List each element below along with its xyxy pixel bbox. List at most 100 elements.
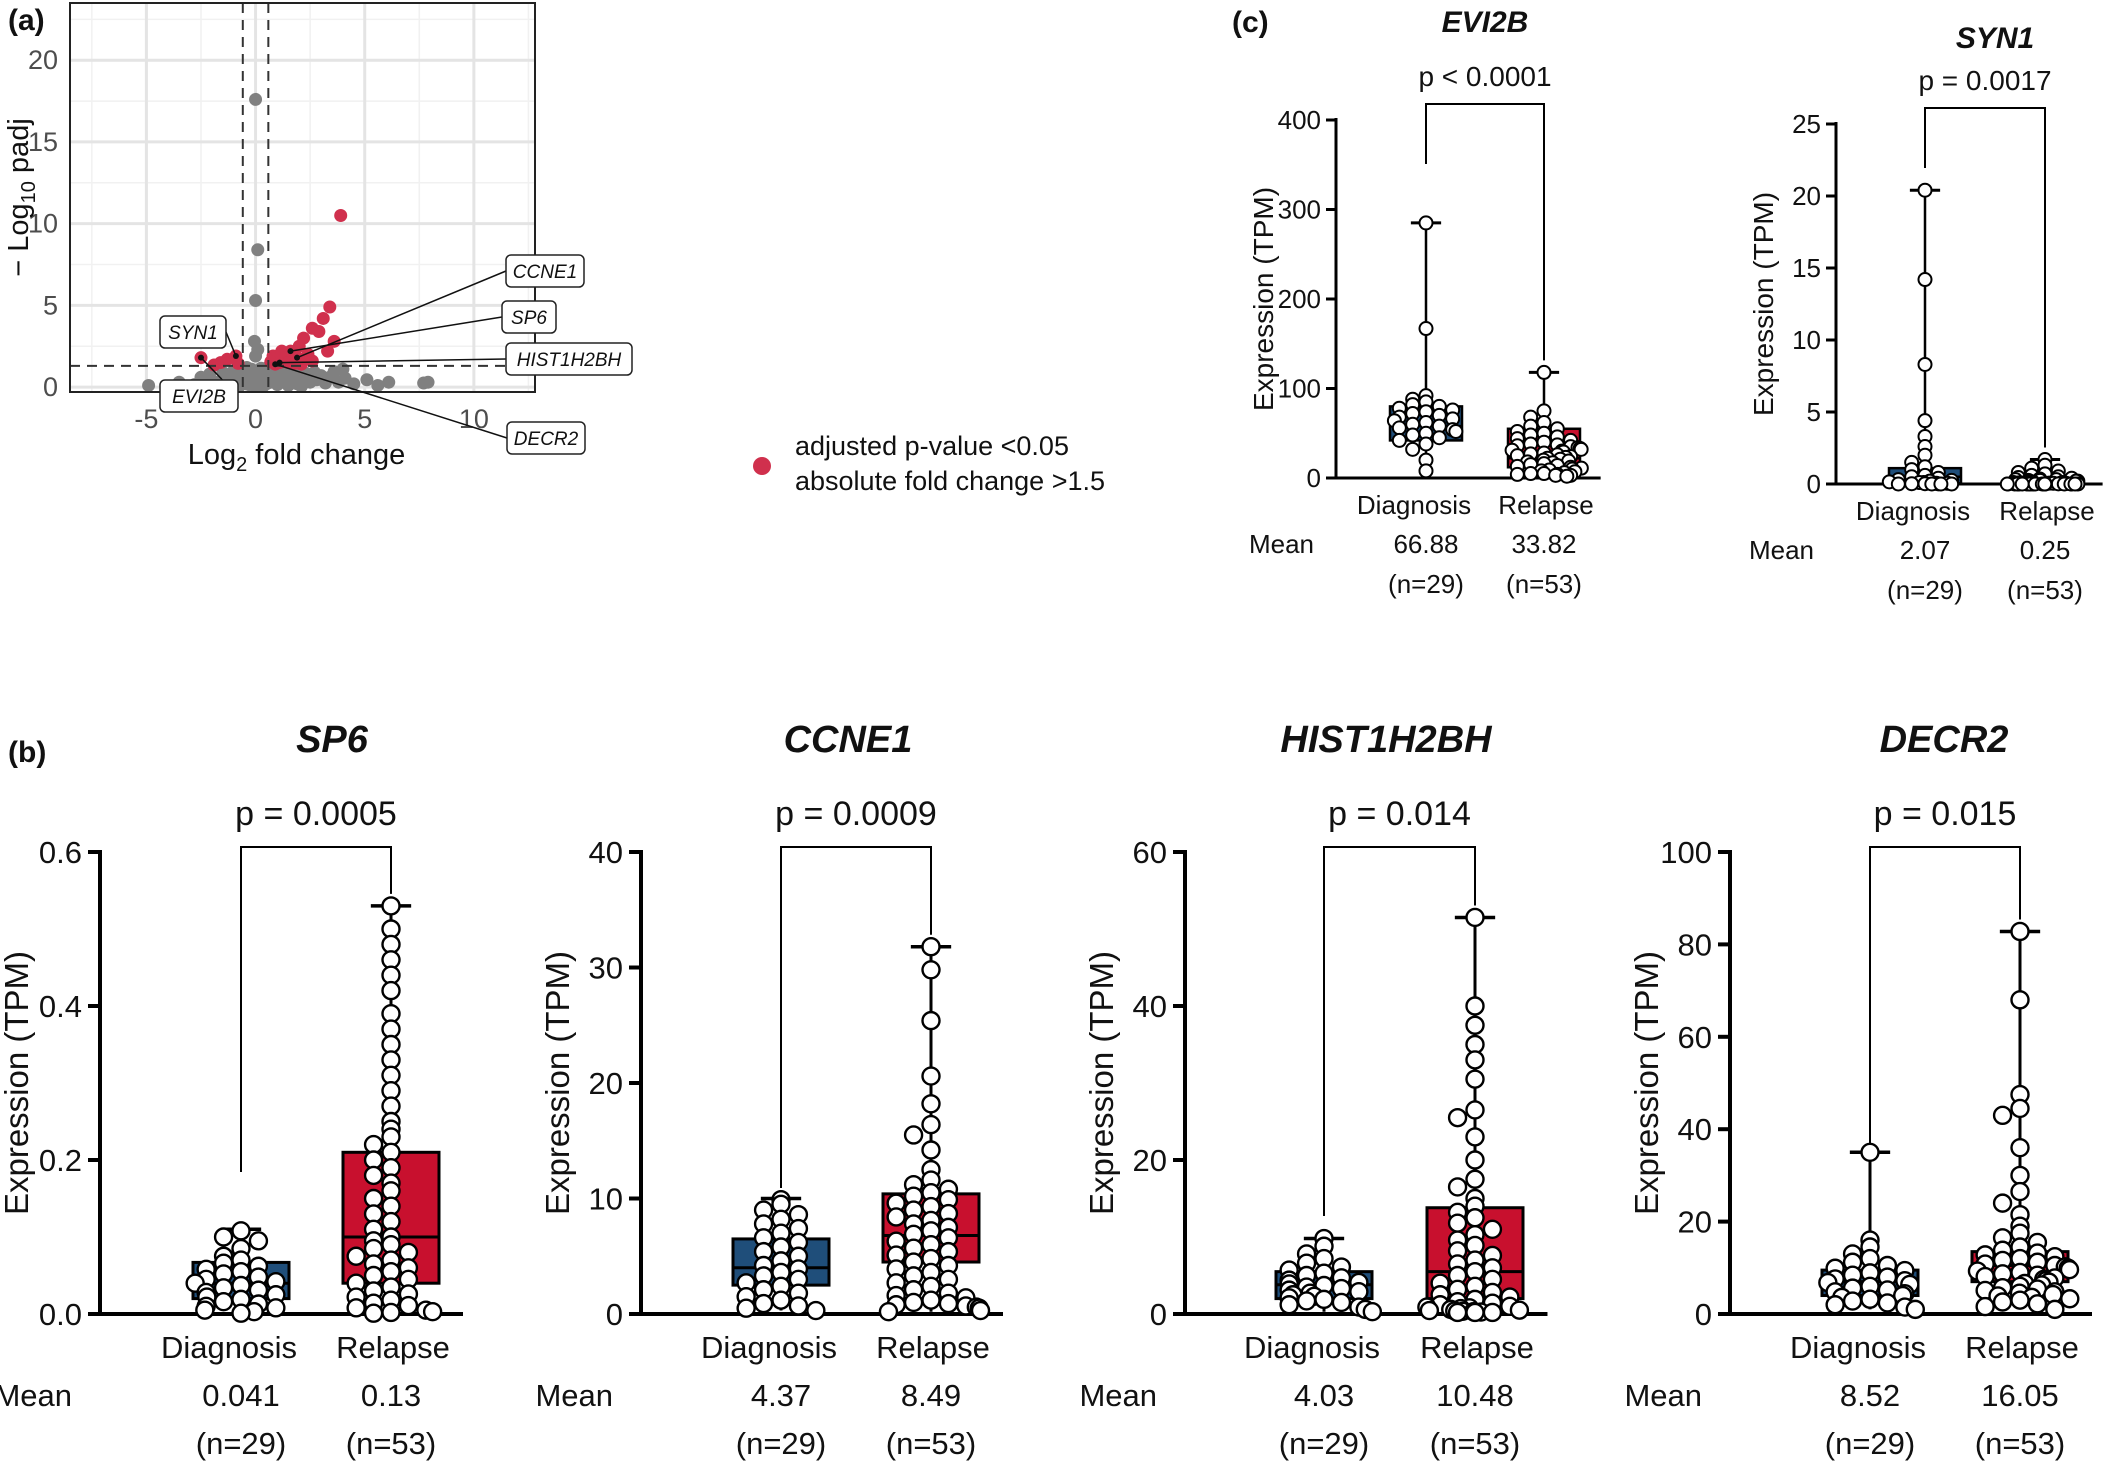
boxplot-y-tick-label: 0 (1695, 1297, 1712, 1332)
volcano-y-tick-label: 5 (43, 290, 58, 320)
boxplot-data-point (213, 1227, 234, 1247)
boxplot-n-count: (n=29) (736, 1426, 826, 1461)
boxplot-data-point (1842, 1291, 1863, 1311)
boxplot-y-axis-title: Expression (TPM) (1083, 951, 1120, 1215)
boxplot-data-point (1917, 356, 1933, 372)
boxplot-gene-title: DECR2 (1880, 719, 2009, 761)
boxplot-data-point (1509, 466, 1525, 482)
volcano-x-axis-title: Log2 fold change (188, 439, 406, 476)
boxplot-mean-value: 10.48 (1436, 1378, 1514, 1413)
boxplot-category-label: Relapse (1999, 496, 2094, 526)
boxplot-mean-label: Mean (1079, 1378, 1157, 1413)
boxplot-n-count: (n=53) (886, 1426, 976, 1461)
boxplot-y-tick-label: 0.4 (39, 989, 82, 1024)
boxplot-data-point (921, 1066, 941, 1086)
boxplot-category-label: Relapse (1498, 490, 1593, 520)
boxplot-data-point (2037, 476, 2053, 492)
volcano-point-significant (312, 325, 326, 339)
boxplot-data-point (1391, 432, 1407, 448)
boxplot-data-point (2045, 1299, 2065, 1320)
volcano-point-significant (323, 300, 337, 314)
boxplot-y-tick-label: 0 (1307, 463, 1321, 493)
boxplot-data-point (231, 1303, 251, 1323)
boxplot-p-value: p = 0.0017 (1918, 65, 2051, 96)
boxplot-data-point (1559, 468, 1575, 484)
boxplot-mean-label: Mean (1624, 1378, 1702, 1413)
boxplot-mean-value: 8.52 (1840, 1378, 1900, 1413)
volcano-gene-label: SP6 (511, 308, 547, 329)
volcano-callout-arrowhead (272, 361, 279, 368)
boxplot-data-point (1917, 413, 1933, 429)
volcano-callout-box (505, 254, 585, 288)
volcano-callout-arrowhead (294, 354, 301, 361)
boxplot-data-point (1447, 1213, 1468, 1233)
volcano-point-nonsignificant (382, 375, 396, 389)
volcano-x-tick-label: 5 (357, 404, 372, 434)
volcano-gene-label: DECR2 (514, 429, 579, 450)
boxplot-y-axis-title: Expression (TPM) (539, 951, 576, 1215)
boxplot-data-point (1465, 1100, 1485, 1120)
boxplot-data-point (771, 1290, 791, 1310)
boxplot-data-point (213, 1291, 234, 1312)
boxplot-category-label: Diagnosis (1856, 496, 1970, 526)
boxplot-data-point (2010, 1165, 2030, 1186)
boxplot-data-point (1391, 420, 1407, 436)
boxplot-y-tick-label: 80 (1678, 927, 1712, 962)
boxplot-y-tick-label: 40 (589, 835, 623, 870)
volcano-point-nonsignificant (251, 243, 265, 257)
boxplot-data-point (2010, 1290, 2030, 1310)
box-plots: 0.0 0.2 0.4 0.6 Expression (TPM) SP6 p = 0.000… (0, 6, 2103, 1461)
boxplot-data-point (2010, 990, 2030, 1010)
boxplot-y-tick-label: 0 (1150, 1297, 1167, 1332)
boxplot-gene-title: SYN1 (1956, 22, 2034, 55)
boxplot-data-point (1465, 1169, 1485, 1189)
boxplot-data-point (806, 1300, 826, 1321)
volcano-x-axis-title-sub: 2 (236, 454, 247, 476)
legend-significant-marker (753, 457, 771, 475)
panel-c-label: (c) (1232, 6, 1269, 39)
boxplot-significance-bracket (1425, 103, 1545, 361)
legend-line-1: adjusted p-value <0.05 (795, 431, 1069, 461)
boxplot-data-point (2014, 476, 2030, 492)
boxplot-mean-value: 4.03 (1294, 1378, 1354, 1413)
boxplot-data-point (1999, 476, 2015, 492)
boxplot-y-tick-label: 100 (1278, 374, 1321, 404)
boxplot-data-point (1536, 364, 1552, 380)
volcano-point-significant (305, 354, 319, 368)
boxplot-mean-value: 66.88 (1393, 529, 1458, 559)
boxplot-category-label: Relapse (876, 1330, 990, 1365)
boxplot-data-point (381, 980, 401, 1001)
boxplot-p-value: p = 0.0005 (235, 795, 397, 833)
volcano-callout-arrowhead (197, 354, 204, 361)
boxplot-y-tick-label: 60 (1678, 1020, 1712, 1055)
volcano-y-tick-label: 20 (28, 45, 58, 75)
volcano-x-tick-label: 0 (248, 404, 263, 434)
volcano-callout-box (506, 421, 586, 455)
volcano-point-nonsignificant (271, 371, 285, 385)
boxplot-data-point (1418, 215, 1434, 231)
volcano-point-significant (334, 208, 348, 222)
boxplot-data-point (1933, 476, 1949, 492)
boxplot-data-point (1860, 1142, 1880, 1163)
boxplot-data-point (921, 1290, 941, 1310)
boxplot-category-label: Diagnosis (161, 1330, 297, 1365)
boxplot-data-point (2067, 476, 2083, 492)
volcano-x-tick-label: 10 (459, 404, 489, 434)
legend-line-2: absolute fold change >1.5 (795, 466, 1105, 496)
boxplot-data-point (266, 1298, 286, 1318)
volcano-point-nonsignificant (336, 362, 350, 376)
boxplot-y-tick-label: 60 (1133, 835, 1167, 870)
volcano-point-nonsignificant (249, 92, 263, 106)
boxplot-data-point (921, 1010, 941, 1031)
boxplot-data-point (1419, 1300, 1440, 1321)
boxplot-mean-value: 16.05 (1981, 1378, 2059, 1413)
boxplot-data-point (363, 1303, 384, 1323)
boxplot-data-point (1418, 436, 1434, 452)
boxplot-y-axis-title: Expression (TPM) (0, 951, 35, 1215)
volcano-point-nonsignificant (249, 293, 263, 307)
boxplot-mean-value: 33.82 (1511, 529, 1576, 559)
volcano-callout-leader (290, 316, 503, 352)
boxplot-mean-value: 0.25 (2020, 535, 2071, 565)
boxplot-n-count: (n=53) (1975, 1426, 2065, 1461)
boxplot-data-point (1482, 1219, 1503, 1240)
